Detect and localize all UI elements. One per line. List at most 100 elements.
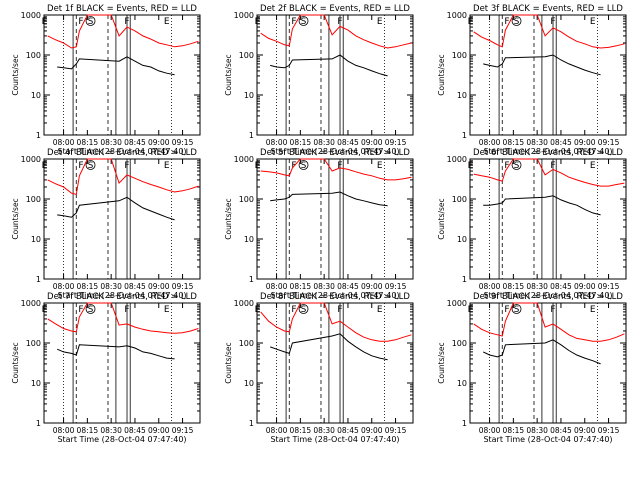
y-tick-label: 1 (36, 131, 41, 140)
x-tick-label: 08:15 (503, 138, 525, 147)
marker-label: S (514, 161, 520, 171)
y-tick-label: 1000 (21, 299, 41, 308)
x-tick-label: 09:15 (598, 426, 620, 435)
x-tick-label: 08:30 (526, 138, 548, 147)
y-axis-label: Counts/sec (224, 342, 233, 383)
y-tick-label: 100 (26, 51, 41, 60)
marker-label: S (88, 161, 94, 171)
y-tick-label: 1 (462, 131, 467, 140)
x-tick-label: 09:00 (574, 138, 596, 147)
marker-label: E (377, 305, 383, 315)
chart-title: Det 3f BLACK = Events, RED = LLD (473, 4, 623, 14)
y-tick-label: 10 (457, 91, 467, 100)
marker-label: S (301, 17, 307, 27)
chart-title: Det 5f BLACK = Events, RED = LLD (260, 148, 410, 158)
y-tick-label: 1000 (234, 155, 254, 164)
chart-panel: Det 9f BLACK = Events, RED = LLD 1 10 100 10… (437, 292, 627, 444)
series-line-lld (473, 14, 625, 49)
marker-label: E (255, 161, 261, 171)
x-tick-label: 08:45 (550, 426, 572, 435)
marker-circle (298, 304, 309, 314)
chart-panel: Det 4f BLACK = Events, RED = LLD 1 10 100 10… (11, 148, 201, 300)
marker-label: F (550, 305, 555, 315)
plot-frame (256, 302, 414, 424)
marker-label: F (124, 161, 129, 171)
x-axis-label: Start Time (28-Oct-04 07:47:40) (483, 147, 612, 156)
y-axis-label: Counts/sec (224, 54, 233, 95)
x-tick-label: 08:30 (100, 282, 122, 291)
y-axis-label: Counts/sec (437, 54, 446, 95)
marker-label: E (255, 17, 261, 27)
x-tick-label: 09:00 (361, 426, 383, 435)
chart-title: Det 6f BLACK = Events, RED = LLD (473, 148, 623, 158)
marker-label: E (590, 305, 596, 315)
marker-label: E (590, 17, 596, 27)
x-tick-label: 08:30 (526, 282, 548, 291)
marker-circle (298, 16, 309, 26)
x-tick-label: 08:00 (53, 138, 75, 147)
marker-label: F (124, 17, 129, 27)
y-tick-label: 1000 (21, 155, 41, 164)
chart-title: Det 1f BLACK = Events, RED = LLD (47, 4, 197, 14)
marker-label: F (504, 17, 509, 27)
chart-title: Det 7f BLACK = Events, RED = LLD (47, 292, 197, 302)
x-tick-label: 08:00 (53, 426, 75, 435)
series-line-lld (260, 158, 412, 181)
marker-label: F (337, 305, 342, 315)
y-tick-label: 1 (249, 419, 254, 428)
y-tick-label: 100 (239, 195, 254, 204)
marker-label: F (291, 17, 296, 27)
series-line-events (483, 195, 601, 216)
y-tick-label: 10 (31, 379, 41, 388)
y-tick-label: 1000 (234, 299, 254, 308)
chart-title: Det 9f BLACK = Events, RED = LLD (473, 292, 623, 302)
y-tick-label: 1000 (447, 11, 467, 20)
y-tick-label: 1 (462, 419, 467, 428)
marker-label: E (42, 17, 48, 27)
marker-label: E (164, 17, 170, 27)
chart-panel: Det 1f BLACK = Events, RED = LLD 1 10 100 10… (11, 4, 201, 156)
x-axis-label: Start Time (28-Oct-04 07:47:40) (270, 147, 399, 156)
marker-circle (511, 160, 522, 170)
marker-label: E (42, 161, 48, 171)
x-tick-label: 09:00 (361, 282, 383, 291)
plot-frame (43, 158, 201, 280)
marker-label: S (301, 161, 307, 171)
series-line-lld (47, 158, 199, 196)
marker-label: E (590, 161, 596, 171)
plot-frame (43, 14, 201, 136)
x-axis-label: Start Time (28-Oct-04 07:47:40) (57, 435, 186, 444)
marker-label: F (550, 17, 555, 27)
marker-circle (85, 160, 96, 170)
y-tick-label: 10 (244, 235, 254, 244)
x-axis-label: Start Time (28-Oct-04 07:47:40) (270, 291, 399, 300)
x-tick-label: 08:30 (313, 426, 335, 435)
x-tick-label: 09:00 (574, 282, 596, 291)
x-tick-label: 08:15 (290, 282, 312, 291)
x-tick-label: 09:15 (598, 282, 620, 291)
x-tick-label: 08:00 (53, 282, 75, 291)
x-axis-label: Start Time (28-Oct-04 07:47:40) (483, 435, 612, 444)
marker-label: F (337, 161, 342, 171)
y-axis-label: Counts/sec (437, 342, 446, 383)
x-tick-label: 08:30 (100, 426, 122, 435)
x-tick-label: 08:15 (290, 426, 312, 435)
y-tick-label: 10 (457, 235, 467, 244)
y-axis-label: Counts/sec (11, 198, 20, 239)
plot-frame (469, 302, 627, 424)
y-tick-label: 1 (249, 131, 254, 140)
marker-label: E (377, 161, 383, 171)
x-tick-label: 08:00 (479, 426, 501, 435)
series-line-events (482, 339, 601, 365)
x-tick-label: 09:15 (385, 426, 407, 435)
x-tick-label: 09:15 (598, 138, 620, 147)
x-tick-label: 08:15 (503, 426, 525, 435)
y-tick-label: 10 (457, 379, 467, 388)
x-tick-label: 08:30 (313, 282, 335, 291)
x-tick-label: 08:30 (526, 426, 548, 435)
x-axis-label: Start Time (28-Oct-04 07:47:40) (57, 147, 186, 156)
y-tick-label: 1000 (447, 299, 467, 308)
marker-label: E (468, 305, 474, 315)
y-tick-label: 100 (452, 339, 467, 348)
y-tick-label: 10 (244, 91, 254, 100)
